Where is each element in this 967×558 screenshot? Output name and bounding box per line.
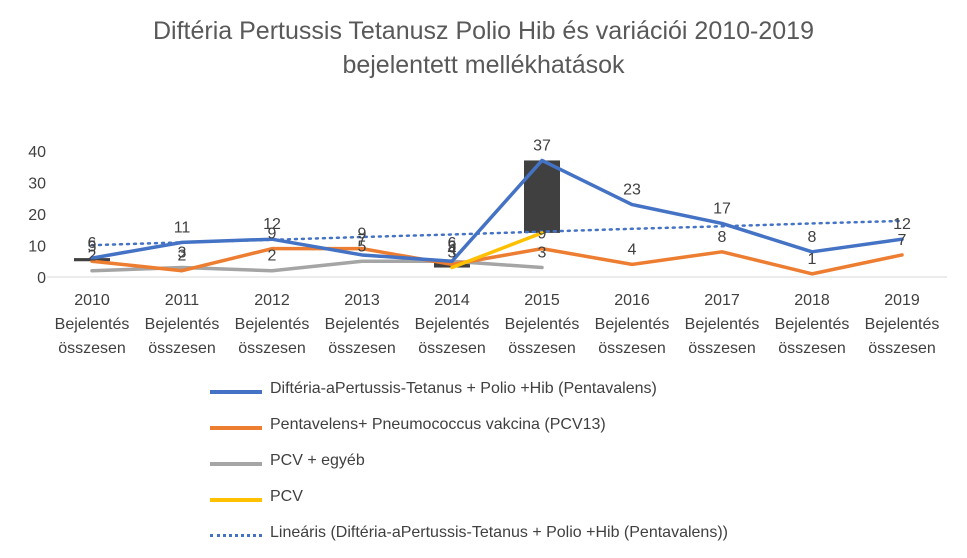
series-lines (90, 158, 904, 276)
x-tick-label: 2017 (704, 292, 740, 309)
x-tick-label: összesen (688, 340, 756, 357)
legend-swatch-pcv-egyeb (210, 462, 262, 466)
data-label: 2 (268, 248, 277, 265)
x-tick-label: összesen (778, 340, 846, 357)
legend-swatch-pcv (210, 498, 262, 502)
y-tick-label: 0 (37, 270, 46, 287)
data-label: 9 (358, 226, 367, 243)
legend-label-trendline: Lineáris (Diftéria-aPertussis-Tetanus + … (270, 524, 728, 541)
data-label: 9 (538, 226, 547, 243)
x-tick-label: 2013 (344, 292, 380, 309)
x-tick-label: összesen (238, 340, 306, 357)
x-axis-ticks: 2010 Bejelentés összesen 2011 Bejelentés össz… (55, 292, 940, 357)
series-line (90, 246, 904, 276)
x-tick-label: összesen (508, 340, 576, 357)
data-label: 4 (628, 241, 637, 258)
legend-swatch-pentavalens (210, 390, 262, 394)
x-tick-label: összesen (868, 340, 936, 357)
y-tick-label: 10 (28, 239, 46, 256)
x-tick-label: 2016 (614, 292, 650, 309)
data-label: 7 (898, 232, 907, 249)
y-tick-label: 40 (28, 144, 46, 161)
x-tick-label: 2018 (794, 292, 830, 309)
data-label: 2 (88, 248, 97, 265)
series-line (90, 158, 904, 263)
x-tick-label: összesen (418, 340, 486, 357)
x-tick-label: 2019 (884, 292, 920, 309)
data-label: 3 (538, 245, 547, 262)
data-label: 14 (533, 210, 551, 227)
series-line (450, 231, 544, 270)
x-tick-label: Bejelentés (595, 316, 670, 333)
x-tick-label: összesen (598, 340, 666, 357)
data-label: 11 (174, 219, 191, 236)
x-tick-label: 2012 (254, 292, 290, 309)
data-label: 2 (178, 248, 187, 265)
x-tick-label: Bejelentés (415, 316, 490, 333)
x-tick-label: 2015 (524, 292, 560, 309)
chart-title: Diftéria Pertussis Tetanusz Polio Hib és… (0, 14, 967, 82)
x-tick-label: összesen (148, 340, 216, 357)
x-tick-label: 2014 (434, 292, 470, 309)
data-label: 5 (448, 238, 457, 255)
x-tick-label: Bejelentés (775, 316, 850, 333)
legend-label-pcv13: Pentavelens+ Pneumococcus vakcina (PCV13… (270, 416, 606, 433)
data-label: 6 (448, 235, 457, 252)
y-axis-ticks: 0 10 20 30 40 (28, 144, 46, 287)
data-label: 9 (268, 226, 277, 243)
data-label: 17 (713, 200, 731, 217)
chart-title-line-2: bejelentett mellékhatások (342, 51, 625, 79)
x-tick-label: összesen (328, 340, 396, 357)
legend-swatch-trendline (210, 534, 262, 537)
x-tick-label: összesen (58, 340, 126, 357)
legend-label-pentavalens: Diftéria-aPertussis-Tetanus + Polio +Hib… (270, 380, 657, 397)
high-low-bars (74, 160, 560, 268)
x-tick-label: Bejelentés (145, 316, 220, 333)
x-tick-label: Bejelentés (235, 316, 310, 333)
x-tick-label: Bejelentés (325, 316, 400, 333)
x-tick-label: 2011 (165, 292, 200, 309)
y-tick-label: 20 (28, 207, 46, 224)
x-tick-label: Bejelentés (55, 316, 130, 333)
chart-title-line-1: Diftéria Pertussis Tetanusz Polio Hib és… (153, 17, 814, 45)
data-label: 3 (178, 245, 187, 262)
data-label: 5 (358, 238, 367, 255)
data-label: 5 (88, 238, 97, 255)
x-tick-label: Bejelentés (505, 316, 580, 333)
x-tick-label: Bejelentés (685, 316, 760, 333)
y-tick-label: 30 (28, 176, 46, 193)
data-label: 6 (88, 235, 97, 252)
data-label: 12 (263, 216, 281, 233)
data-label: 3 (448, 245, 457, 262)
data-label: 4 (448, 241, 457, 258)
data-label: 1 (808, 251, 817, 268)
legend-label-pcv-egyeb: PCV + egyéb (270, 452, 365, 469)
data-label: 23 (623, 182, 641, 199)
data-label: 8 (808, 229, 817, 246)
x-tick-label: 2010 (74, 292, 110, 309)
data-label: 12 (893, 216, 911, 233)
data-label: 8 (718, 229, 727, 246)
x-tick-label: Bejelentés (865, 316, 940, 333)
data-label: 7 (358, 232, 367, 249)
legend-swatch-pcv13 (210, 426, 262, 430)
data-label: 37 (533, 137, 551, 154)
legend-label-pcv: PCV (270, 488, 303, 505)
